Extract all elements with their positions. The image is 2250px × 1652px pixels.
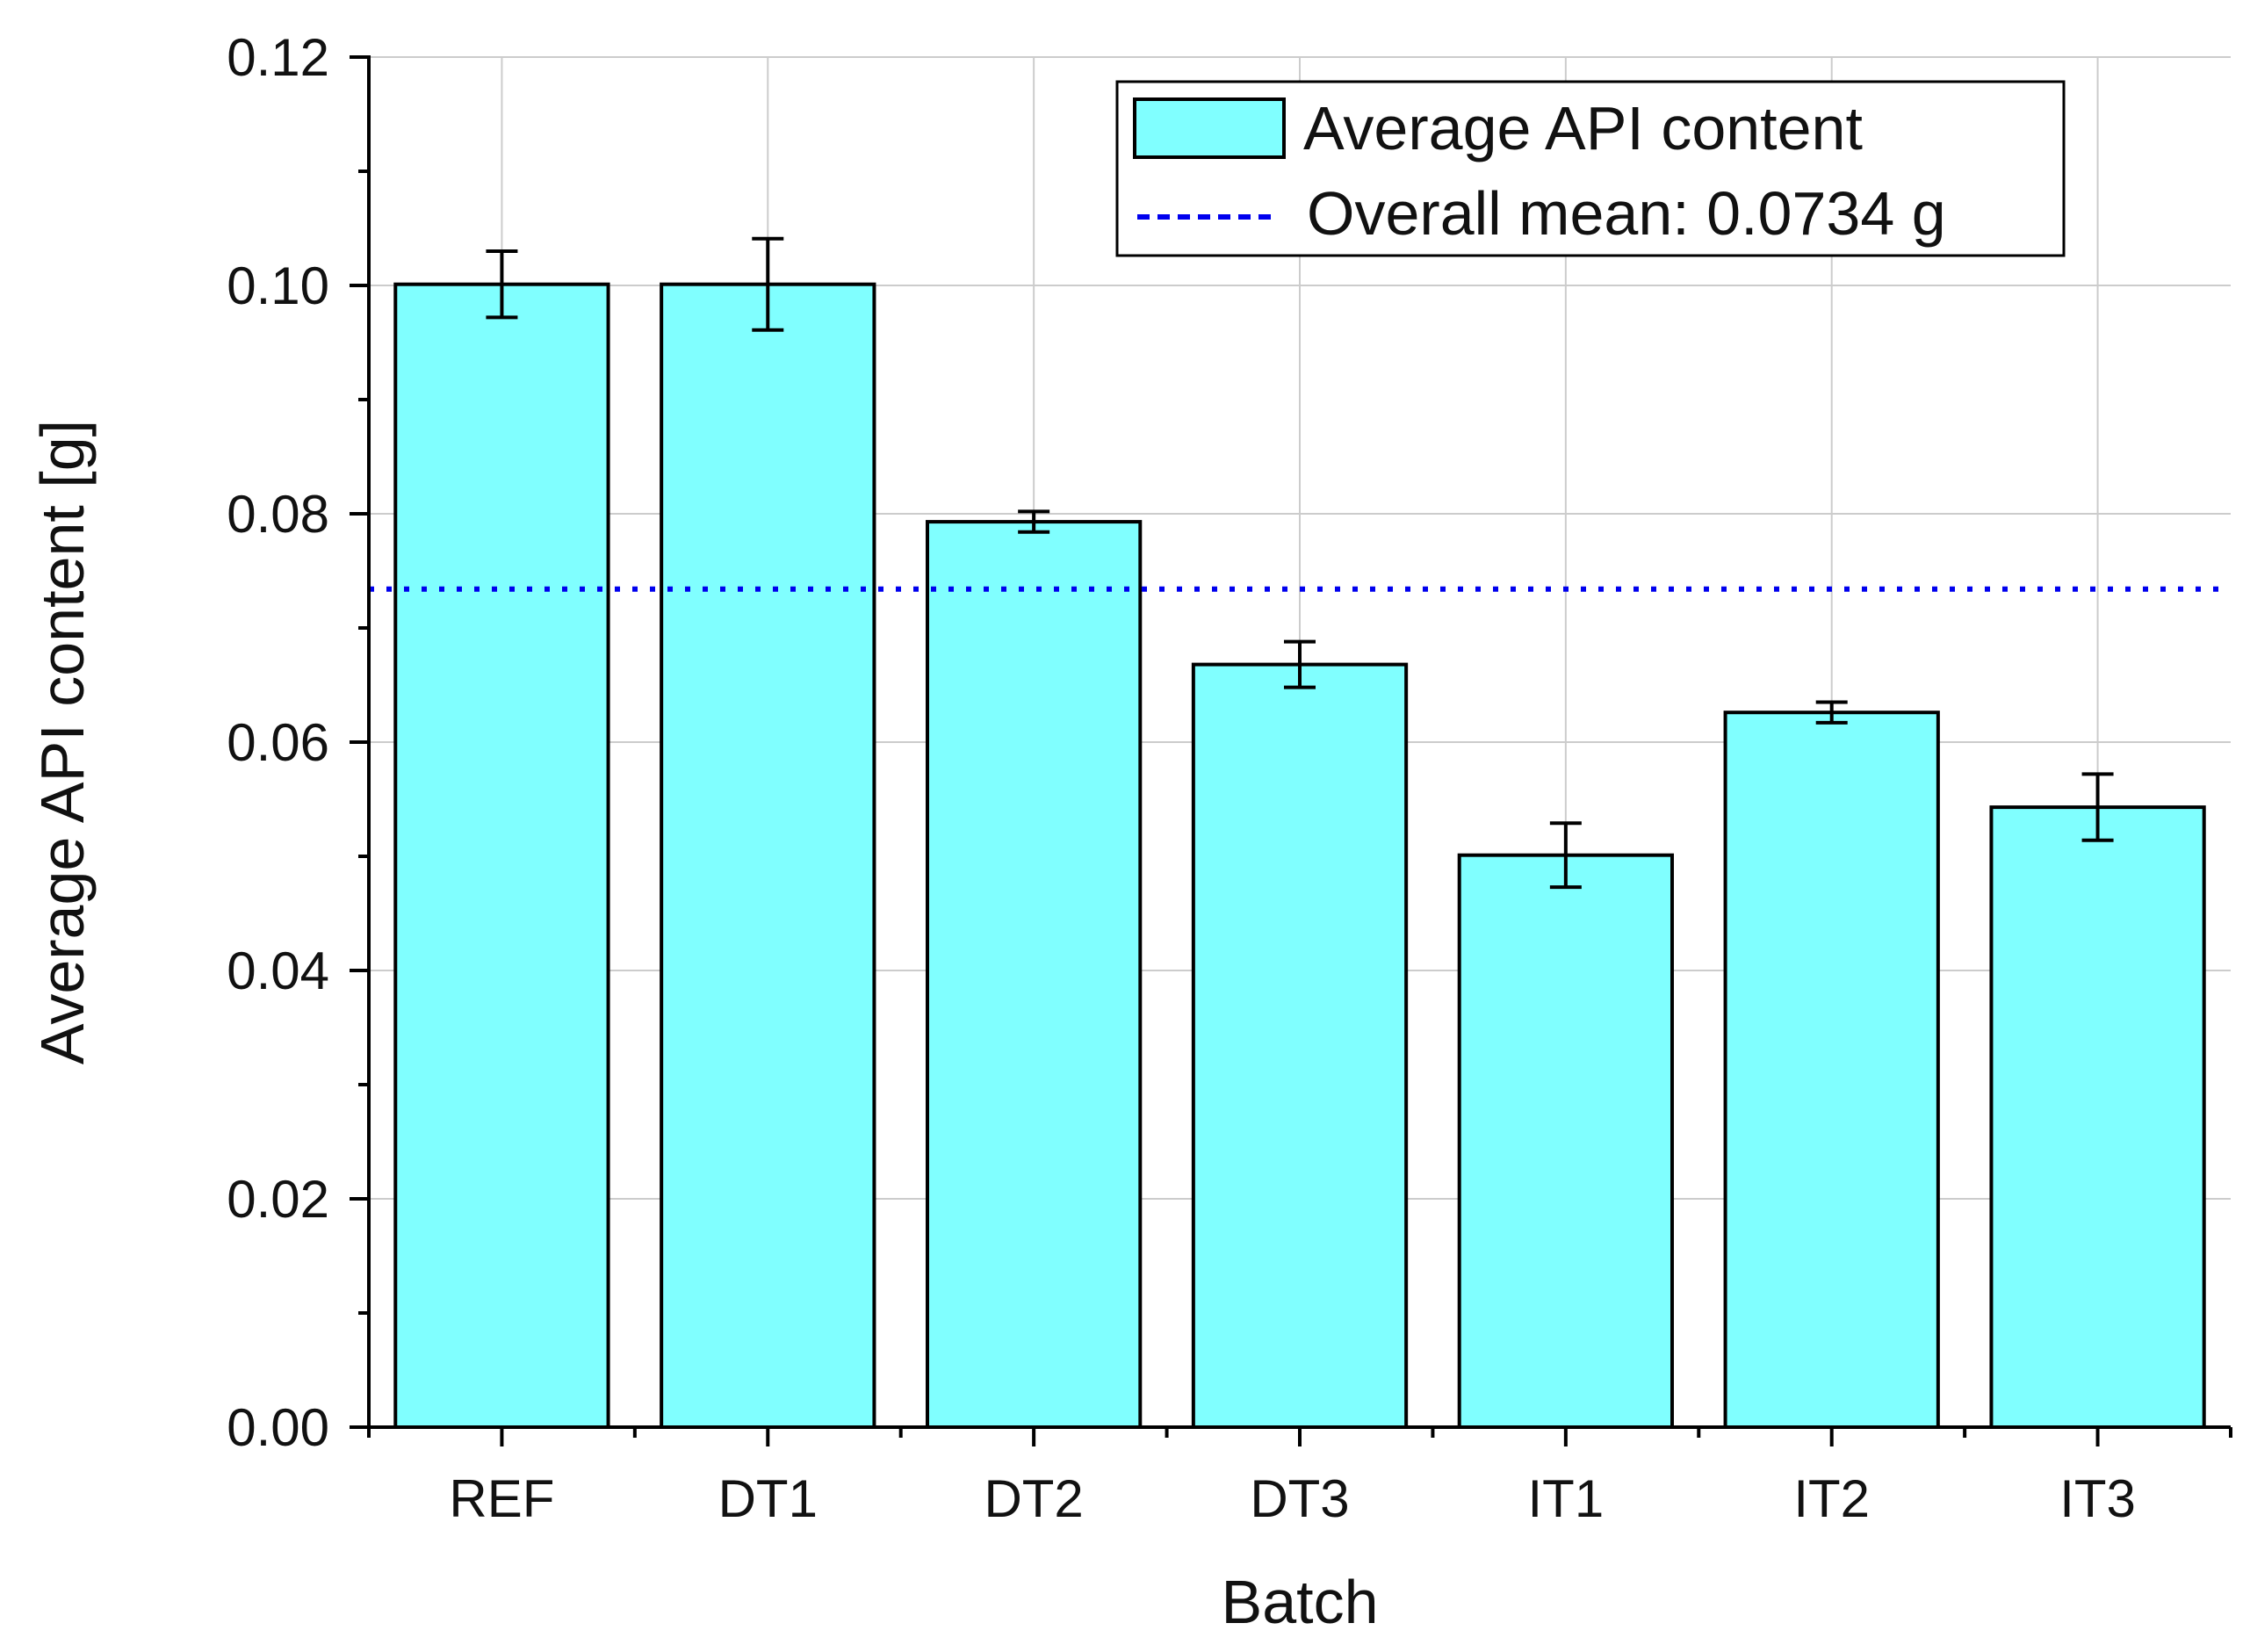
legend: Average API content Overall mean: 0.0734… — [1115, 80, 2066, 257]
error-bar-it2 — [1815, 700, 1848, 725]
y-axis-title: Average API content [g] — [28, 420, 97, 1064]
bar-ref — [393, 282, 610, 1430]
x-tick-label-it1: IT1 — [1528, 1469, 1605, 1528]
error-bar-it3 — [2081, 772, 2114, 842]
x-tick-label-it2: IT2 — [1793, 1469, 1870, 1528]
legend-bar-swatch — [1133, 97, 1286, 159]
y-tick-label: 0.10 — [227, 256, 329, 315]
bars-group — [393, 282, 2206, 1430]
error-bar-it1 — [1549, 821, 1582, 890]
bar-dt3 — [1191, 662, 1409, 1429]
error-bar-dt1 — [752, 236, 784, 332]
y-tick-label: 0.02 — [227, 1170, 329, 1229]
y-tick-label: 0.12 — [227, 28, 329, 87]
x-tick-label-dt2: DT2 — [984, 1469, 1083, 1528]
legend-bar-label: Average API content — [1303, 94, 1863, 162]
x-tick-label-ref: REF — [449, 1469, 554, 1528]
error-bar-ref — [486, 249, 518, 320]
x-tick-label-it3: IT3 — [2059, 1469, 2136, 1528]
bar-it1 — [1457, 853, 1674, 1429]
y-tick-label: 0.08 — [227, 485, 329, 544]
error-bar-dt3 — [1284, 639, 1316, 689]
bar-it2 — [1723, 711, 1940, 1429]
x-tick-label-dt3: DT3 — [1250, 1469, 1349, 1528]
error-bar-dt2 — [1018, 509, 1050, 534]
y-axis-ticks: 0.00 0.02 0.04 0.06 0.08 0.10 0.12 — [227, 28, 369, 1457]
legend-mean-label: Overall mean: 0.0734 g — [1307, 179, 1946, 248]
error-bars-group — [486, 236, 2114, 890]
bar-dt2 — [926, 520, 1143, 1429]
x-axis-title: Batch — [1222, 1568, 1379, 1636]
x-axis-ticks: REF DT1 DT2 DT3 IT1 IT2 IT3 — [367, 1427, 2232, 1528]
x-tick-label-dt1: DT1 — [718, 1469, 818, 1528]
bar-it3 — [1989, 805, 2206, 1429]
y-tick-label: 0.04 — [227, 941, 329, 1000]
y-tick-label: 0.00 — [227, 1398, 329, 1457]
y-tick-label: 0.06 — [227, 713, 329, 772]
bar-dt1 — [660, 282, 876, 1430]
